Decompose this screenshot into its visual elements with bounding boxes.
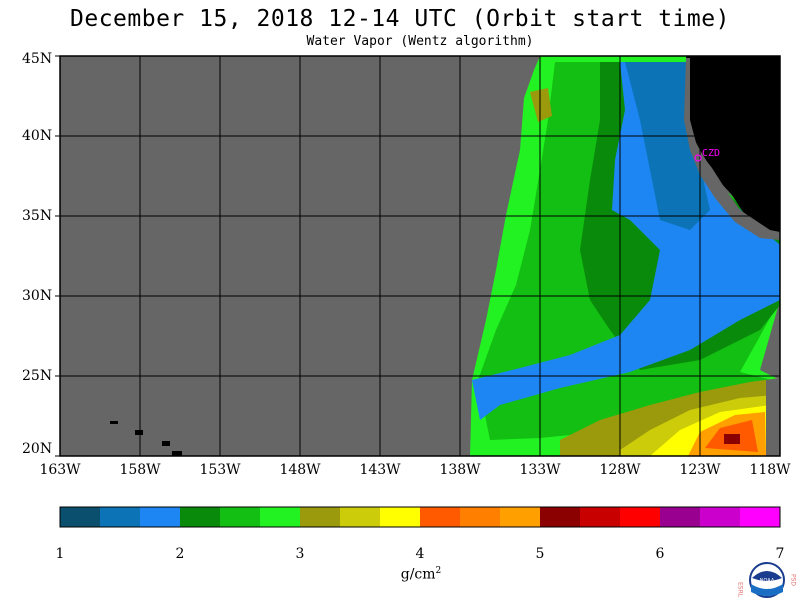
station-label: CZD xyxy=(702,148,720,159)
colorbar-swatch xyxy=(220,507,261,527)
axis-ticks xyxy=(55,55,60,457)
lat-label-30n: 30N xyxy=(22,288,53,304)
colorbar-tick-6: 6 xyxy=(655,546,665,562)
colorbar-tick-4: 4 xyxy=(415,546,425,562)
lon-label-128w: 128W xyxy=(599,462,641,478)
colorbar-swatch xyxy=(260,507,301,527)
colorbar-tick-2: 2 xyxy=(175,546,185,562)
lon-label-143w: 143W xyxy=(359,462,401,478)
colorbar-swatch xyxy=(500,507,541,527)
colorbar-swatch xyxy=(140,507,181,527)
units-text: g/cm xyxy=(400,566,436,583)
lon-label-158w: 158W xyxy=(119,462,161,478)
colorbar-tick-3: 3 xyxy=(295,546,305,562)
no-data-east-south xyxy=(766,378,780,456)
lon-label-148w: 148W xyxy=(279,462,321,478)
wv-band-blue-dark xyxy=(625,62,710,230)
wv-patch-olive-north xyxy=(530,88,552,122)
logo-esrl-text: ESRL xyxy=(737,582,744,598)
wv-spot-darkred xyxy=(724,434,740,444)
lon-label-133w: 133W xyxy=(519,462,561,478)
colorbar-swatch xyxy=(620,507,661,527)
wv-band-blue xyxy=(472,62,780,420)
map-title: December 15, 2018 12-14 UTC (Orbit start… xyxy=(70,6,730,32)
colorbar-swatch xyxy=(340,507,381,527)
lon-label-153w: 153W xyxy=(199,462,241,478)
lat-label-20n: 20N xyxy=(22,441,53,457)
noaa-logo: NOAA ESRL PSD xyxy=(737,562,797,598)
colorbar-swatch xyxy=(420,507,461,527)
lat-label-45n: 45N xyxy=(22,51,53,67)
colorbar xyxy=(60,507,781,527)
map-gridlines xyxy=(60,56,780,456)
logo-center-text: NOAA xyxy=(760,578,775,584)
colorbar-swatch xyxy=(300,507,341,527)
lat-label-35n: 35N xyxy=(22,208,53,224)
station-marker xyxy=(694,154,702,162)
hawaii-islands xyxy=(110,421,182,456)
lon-label-118w: 118W xyxy=(749,462,791,478)
lon-label-163w: 163W xyxy=(39,462,81,478)
colorbar-frame xyxy=(59,506,781,528)
lon-label-138w: 138W xyxy=(439,462,481,478)
water-vapor-field xyxy=(470,56,780,456)
map-frame xyxy=(59,55,781,457)
lat-label-40n: 40N xyxy=(22,128,53,144)
colorbar-units: g/cm2 xyxy=(0,566,800,583)
colorbar-swatch xyxy=(540,507,581,527)
colorbar-swatch xyxy=(100,507,141,527)
colorbar-swatch xyxy=(740,507,781,527)
north-america-land xyxy=(686,56,780,235)
colorbar-tick-5: 5 xyxy=(535,546,545,562)
map-subtitle: Water Vapor (Wentz algorithm) xyxy=(306,34,534,49)
lat-label-25n: 25N xyxy=(22,368,53,384)
colorbar-tick-1: 1 xyxy=(55,546,65,562)
colorbar-swatch xyxy=(380,507,421,527)
colorbar-swatch xyxy=(60,507,101,527)
logo-psd-text: PSD xyxy=(790,574,797,586)
colorbar-swatch xyxy=(660,507,701,527)
colorbar-tick-7: 7 xyxy=(775,546,785,562)
colorbar-swatch xyxy=(700,507,741,527)
colorbar-swatch xyxy=(460,507,501,527)
units-exponent: 2 xyxy=(435,566,442,576)
colorbar-swatch xyxy=(580,507,621,527)
coastal-no-data xyxy=(684,58,780,240)
colorbar-swatch xyxy=(180,507,221,527)
lon-label-123w: 123W xyxy=(679,462,721,478)
